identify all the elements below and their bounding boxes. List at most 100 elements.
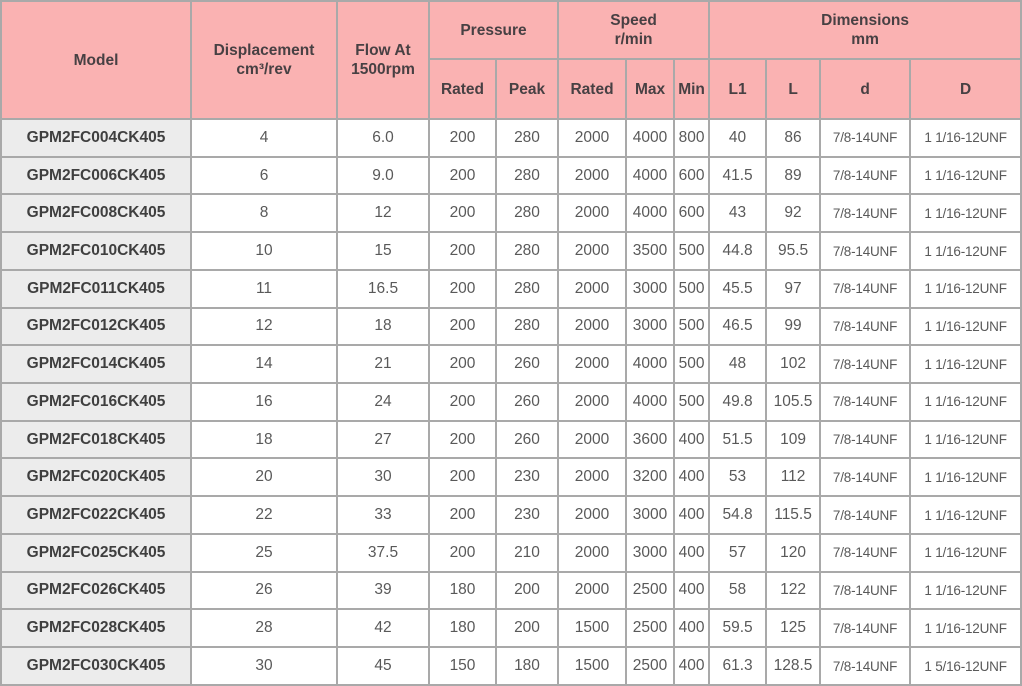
displacement-cell: 6 xyxy=(192,157,336,194)
speed-rated-cell: 2000 xyxy=(559,308,626,345)
speed-rated-cell: 2000 xyxy=(559,157,626,194)
dim-l1-cell: 51.5 xyxy=(710,421,766,458)
dim-d-cap-cell: 1 1/16-12UNF xyxy=(911,308,1021,345)
pressure-rated-cell: 200 xyxy=(430,459,495,496)
speed-max-cell: 4000 xyxy=(627,195,674,232)
dim-l-cell: 102 xyxy=(767,346,820,383)
dim-d-cap-cell: 1 1/16-12UNF xyxy=(911,346,1021,383)
displacement-cell: 18 xyxy=(192,421,336,458)
dim-d-cap-cell: 1 1/16-12UNF xyxy=(911,270,1021,307)
dim-l1-cell: 43 xyxy=(710,195,766,232)
flow-cell: 24 xyxy=(338,384,428,420)
pressure-peak-cell: 260 xyxy=(497,384,558,420)
dim-l1-cell: 44.8 xyxy=(710,233,766,269)
speed-rated-cell: 2000 xyxy=(559,421,626,458)
col-header-pressure-group: Pressure xyxy=(430,2,558,58)
pressure-rated-cell: 200 xyxy=(430,308,495,345)
speed-min-cell: 500 xyxy=(675,384,709,420)
col-subheader-dim-l: L xyxy=(767,60,820,118)
model-cell: GPM2FC016CK405 xyxy=(2,384,190,420)
dim-l1-cell: 40 xyxy=(710,120,766,156)
table-row: GPM2FC025CK405 25 37.5 200 210 2000 3000 400 57 1… xyxy=(2,534,1021,571)
displacement-cell: 20 xyxy=(192,459,336,496)
model-cell: GPM2FC012CK405 xyxy=(2,308,190,345)
table-row: GPM2FC006CK405 6 9.0 200 280 2000 4000 600 41.5 8… xyxy=(2,157,1021,194)
speed-max-cell: 4000 xyxy=(627,384,674,420)
dim-l-cell: 125 xyxy=(767,610,820,647)
dim-l1-cell: 45.5 xyxy=(710,270,766,307)
col-subheader-speed-rated: Rated xyxy=(559,60,626,118)
dim-l1-cell: 57 xyxy=(710,534,766,571)
dim-l-cell: 120 xyxy=(767,534,820,571)
col-subheader-dim-d: d xyxy=(821,60,910,118)
header-line: Speed xyxy=(610,12,657,29)
speed-min-cell: 400 xyxy=(675,610,709,647)
displacement-cell: 16 xyxy=(192,384,336,420)
speed-max-cell: 3600 xyxy=(627,421,674,458)
displacement-cell: 8 xyxy=(192,195,336,232)
speed-rated-cell: 2000 xyxy=(559,459,626,496)
pressure-peak-cell: 180 xyxy=(497,648,558,684)
model-cell: GPM2FC025CK405 xyxy=(2,534,190,571)
pressure-peak-cell: 210 xyxy=(497,534,558,571)
col-header-flow: Flow At 1500rpm xyxy=(338,2,428,118)
dim-d-cap-cell: 1 1/16-12UNF xyxy=(911,572,1021,609)
dim-l1-cell: 49.8 xyxy=(710,384,766,420)
dim-d-cell: 7/8-14UNF xyxy=(821,384,910,420)
table-row: GPM2FC016CK405 16 24 200 260 2000 4000 500 49.8 1… xyxy=(2,384,1021,420)
dim-d-cap-cell: 1 1/16-12UNF xyxy=(911,610,1021,647)
table-row: GPM2FC028CK405 28 42 180 200 1500 2500 400 59.5 1… xyxy=(2,610,1021,647)
flow-cell: 37.5 xyxy=(338,534,428,571)
dim-d-cap-cell: 1 1/16-12UNF xyxy=(911,384,1021,420)
dim-l-cell: 105.5 xyxy=(767,384,820,420)
col-header-dimensions-group: Dimensions mm xyxy=(710,2,1021,58)
pressure-peak-cell: 200 xyxy=(497,610,558,647)
speed-min-cell: 400 xyxy=(675,421,709,458)
dim-l1-cell: 61.3 xyxy=(710,648,766,684)
dim-l-cell: 97 xyxy=(767,270,820,307)
header-line: r/min xyxy=(614,31,653,48)
dim-d-cell: 7/8-14UNF xyxy=(821,534,910,571)
dim-l-cell: 112 xyxy=(767,459,820,496)
header-line: mm xyxy=(851,31,879,48)
col-subheader-pressure-peak: Peak xyxy=(497,60,558,118)
pressure-peak-cell: 280 xyxy=(497,270,558,307)
flow-cell: 27 xyxy=(338,421,428,458)
pressure-peak-cell: 280 xyxy=(497,308,558,345)
col-subheader-pressure-rated: Rated xyxy=(430,60,495,118)
speed-max-cell: 3000 xyxy=(627,534,674,571)
speed-rated-cell: 2000 xyxy=(559,384,626,420)
speed-min-cell: 400 xyxy=(675,534,709,571)
speed-min-cell: 600 xyxy=(675,195,709,232)
speed-min-cell: 400 xyxy=(675,459,709,496)
speed-max-cell: 3000 xyxy=(627,270,674,307)
model-cell: GPM2FC004CK405 xyxy=(2,120,190,156)
speed-rated-cell: 2000 xyxy=(559,346,626,383)
flow-cell: 16.5 xyxy=(338,270,428,307)
speed-min-cell: 800 xyxy=(675,120,709,156)
speed-min-cell: 600 xyxy=(675,157,709,194)
dim-d-cell: 7/8-14UNF xyxy=(821,195,910,232)
model-cell: GPM2FC030CK405 xyxy=(2,648,190,684)
flow-cell: 9.0 xyxy=(338,157,428,194)
dim-l1-cell: 48 xyxy=(710,346,766,383)
dim-d-cell: 7/8-14UNF xyxy=(821,610,910,647)
dim-d-cell: 7/8-14UNF xyxy=(821,270,910,307)
model-cell: GPM2FC020CK405 xyxy=(2,459,190,496)
dim-l1-cell: 46.5 xyxy=(710,308,766,345)
speed-max-cell: 3200 xyxy=(627,459,674,496)
header-line: Flow At xyxy=(355,42,411,59)
flow-cell: 33 xyxy=(338,497,428,533)
speed-rated-cell: 1500 xyxy=(559,648,626,684)
table-row: GPM2FC004CK405 4 6.0 200 280 2000 4000 800 40 86 7… xyxy=(2,120,1021,156)
model-cell: GPM2FC011CK405 xyxy=(2,270,190,307)
speed-max-cell: 4000 xyxy=(627,157,674,194)
model-cell: GPM2FC022CK405 xyxy=(2,497,190,533)
dim-l1-cell: 58 xyxy=(710,572,766,609)
table-body: GPM2FC004CK405 4 6.0 200 280 2000 4000 800 40 86 7… xyxy=(2,120,1021,684)
pressure-peak-cell: 280 xyxy=(497,120,558,156)
col-subheader-speed-max: Max xyxy=(627,60,674,118)
model-cell: GPM2FC014CK405 xyxy=(2,346,190,383)
speed-max-cell: 2500 xyxy=(627,648,674,684)
